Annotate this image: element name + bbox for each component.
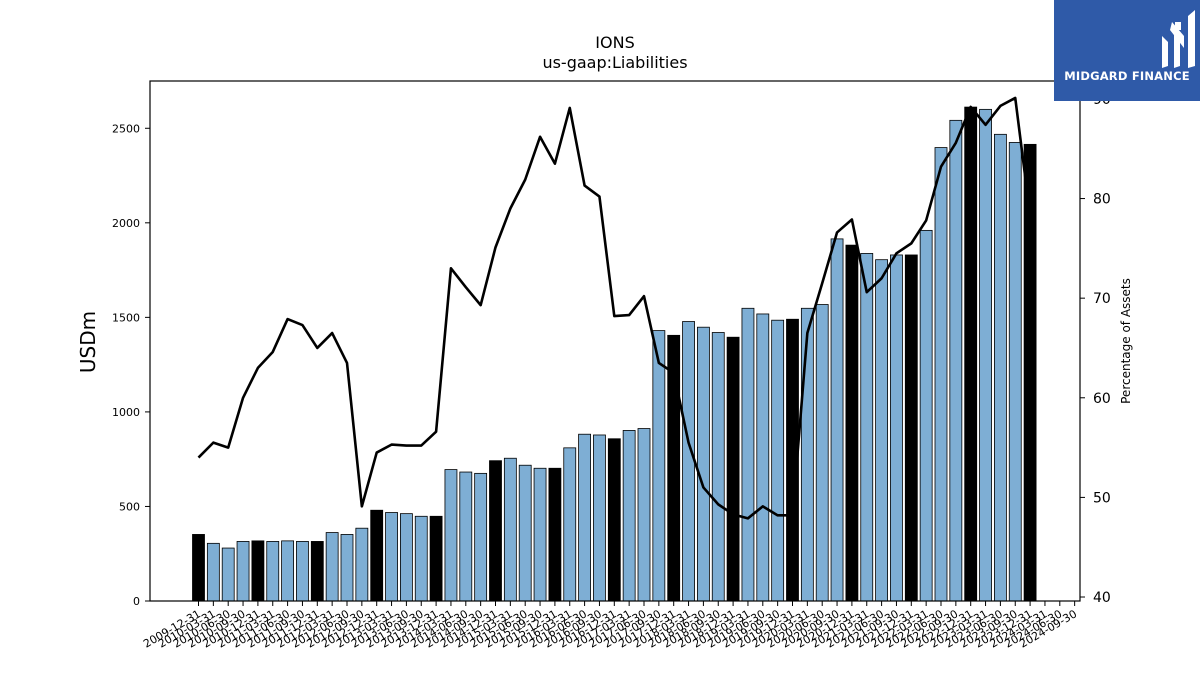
plot-frame bbox=[149, 80, 1081, 602]
bar-2021-03-31 bbox=[860, 253, 874, 602]
bar-2023-09-30 bbox=[1008, 142, 1022, 602]
left-y-tick-label: 1000 bbox=[112, 406, 140, 419]
bar-2016-09-30 bbox=[593, 434, 606, 602]
bar-2016-03-31 bbox=[563, 447, 577, 602]
right-y-axis-label: Percentage of Assets bbox=[1119, 278, 1133, 404]
bar-2011-06-30 bbox=[281, 540, 295, 602]
left-y-tick-label: 0 bbox=[133, 595, 140, 608]
left-y-tick-label: 2500 bbox=[112, 122, 140, 135]
bar-2019-09-30 bbox=[771, 319, 785, 602]
bar-2020-09-30 bbox=[830, 238, 844, 602]
bar-2019-06-30 bbox=[756, 313, 770, 602]
right-y-tick-label: 40 bbox=[1093, 590, 1111, 606]
bar-2021-12-31 bbox=[904, 254, 918, 602]
bar-2022-09-30 bbox=[949, 119, 963, 602]
bar-2012-12-31 bbox=[370, 509, 384, 602]
left-y-tick-label: 1500 bbox=[112, 311, 140, 324]
bar-2022-06-30 bbox=[934, 147, 948, 602]
bar-2017-06-30 bbox=[637, 428, 651, 602]
left-y-tick-label: 500 bbox=[119, 500, 140, 513]
bar-2010-09-30 bbox=[236, 541, 250, 602]
midgard-finance-logo: MIDGARD FINANCE bbox=[1054, 0, 1200, 101]
bar-2017-09-30 bbox=[652, 330, 666, 602]
bar-2015-09-30 bbox=[533, 467, 547, 602]
bar-2015-12-31 bbox=[548, 467, 562, 602]
bar-2011-12-31 bbox=[310, 541, 324, 602]
bar-2020-03-31 bbox=[800, 307, 814, 602]
bar-2020-12-31 bbox=[845, 244, 859, 602]
bar-2020-06-30 bbox=[815, 304, 829, 602]
bar-2023-03-31 bbox=[979, 108, 992, 602]
right-y-tick-label: 50 bbox=[1093, 490, 1111, 506]
bar-2014-03-31 bbox=[444, 469, 458, 602]
bar-2010-12-31 bbox=[251, 540, 265, 602]
bar-2012-09-30 bbox=[355, 527, 369, 602]
right-y-tick-label: 60 bbox=[1093, 391, 1111, 407]
bar-2018-03-31 bbox=[682, 321, 695, 602]
percentage-line bbox=[197, 96, 1032, 520]
chart-subtitle: us-gaap:Liabilities bbox=[542, 53, 688, 72]
bar-2011-03-31 bbox=[266, 541, 280, 602]
logo-text: MIDGARD FINANCE bbox=[1064, 69, 1190, 83]
bar-2014-12-31 bbox=[489, 460, 502, 602]
bar-2012-03-31 bbox=[325, 532, 339, 602]
bar-2023-06-30 bbox=[994, 133, 1007, 602]
bar-2009-12-31 bbox=[192, 534, 205, 602]
bar-2016-12-31 bbox=[607, 438, 621, 602]
bar-2010-06-30 bbox=[221, 547, 235, 602]
bar-2016-06-30 bbox=[578, 433, 591, 602]
bar-2015-03-31 bbox=[503, 457, 517, 602]
bar-2014-09-30 bbox=[474, 472, 488, 602]
x-axis: 2009-12-312010-03-312010-06-302010-09-30… bbox=[141, 601, 1079, 651]
bar-2015-06-30 bbox=[518, 464, 532, 602]
bar-2019-03-31 bbox=[741, 307, 755, 602]
left-y-axis: 0 500 1000 1500 2000 2500 bbox=[112, 122, 150, 608]
left-y-tick-label: 2000 bbox=[112, 217, 140, 230]
right-y-tick-label: 70 bbox=[1093, 291, 1111, 307]
bar-2018-09-30 bbox=[711, 332, 725, 602]
right-y-axis: 405060708090 bbox=[1080, 92, 1111, 606]
midgard-logo-icon bbox=[1162, 10, 1195, 68]
bar-2014-06-30 bbox=[459, 471, 473, 602]
y-axis-label: USDm bbox=[76, 311, 100, 373]
bar-2013-12-31 bbox=[429, 515, 443, 602]
bar-2021-09-30 bbox=[890, 254, 903, 602]
bar-2022-03-31 bbox=[919, 229, 933, 602]
bar-2018-06-30 bbox=[697, 326, 710, 602]
bar-2011-09-30 bbox=[296, 541, 309, 602]
bar-2013-03-31 bbox=[385, 512, 398, 602]
bar-series bbox=[192, 106, 1037, 602]
bar-2010-03-31 bbox=[206, 542, 220, 602]
line-series bbox=[197, 96, 1032, 520]
bar-2012-06-30 bbox=[340, 534, 354, 602]
bar-2021-06-30 bbox=[875, 259, 888, 602]
right-y-tick-label: 80 bbox=[1093, 192, 1111, 208]
bar-2022-12-31 bbox=[964, 106, 978, 602]
bar-2013-06-30 bbox=[399, 513, 413, 602]
bar-2017-03-31 bbox=[622, 430, 636, 602]
bar-2018-12-31 bbox=[726, 336, 740, 602]
bar-2013-09-30 bbox=[414, 515, 428, 602]
chart-title: IONS bbox=[595, 33, 635, 52]
